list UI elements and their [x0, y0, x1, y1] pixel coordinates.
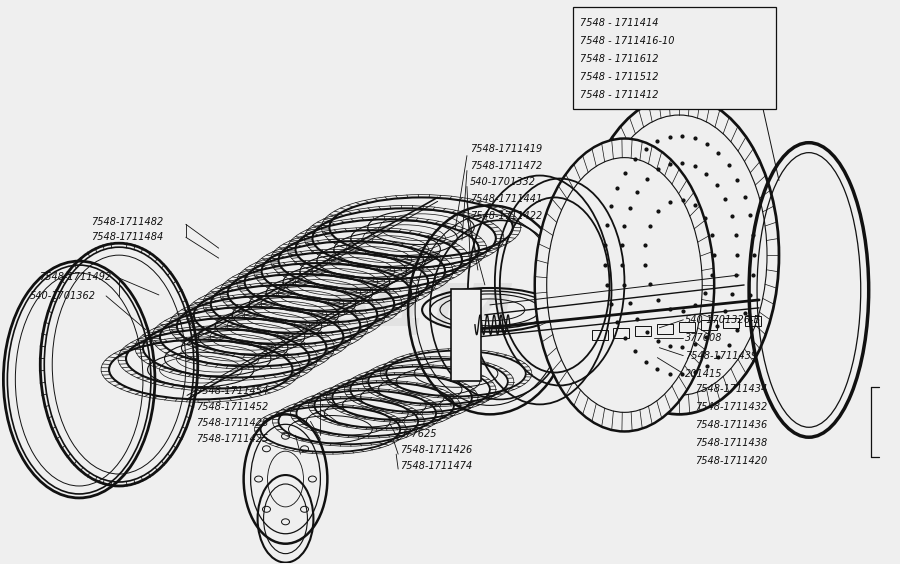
Text: 7548-1711454: 7548-1711454: [196, 386, 268, 396]
Text: 7548-1711422: 7548-1711422: [470, 212, 542, 221]
Text: 7548 - 1711412: 7548 - 1711412: [580, 90, 658, 100]
FancyBboxPatch shape: [572, 7, 776, 109]
Bar: [724, 318, 739, 328]
Bar: [614, 328, 629, 338]
Text: 7548-1711439: 7548-1711439: [685, 351, 758, 360]
Text: 7548-1711441: 7548-1711441: [470, 195, 542, 204]
Text: 540-1701332: 540-1701332: [470, 178, 536, 187]
Text: 7548 - 1711512: 7548 - 1711512: [580, 72, 658, 82]
Text: 7548-1711452: 7548-1711452: [196, 402, 268, 412]
Text: 7548-1711432: 7548-1711432: [695, 402, 768, 412]
Text: 7548-1711438: 7548-1711438: [695, 438, 768, 448]
Ellipse shape: [580, 96, 779, 415]
Text: 201415: 201415: [685, 368, 723, 378]
Text: 7548 - 1711416-10: 7548 - 1711416-10: [580, 36, 674, 46]
Text: 377625: 377625: [400, 429, 437, 439]
Text: 7548-1711425: 7548-1711425: [196, 434, 268, 444]
Text: 7548-1711482: 7548-1711482: [91, 217, 164, 227]
Ellipse shape: [535, 139, 715, 431]
Text: 7548-1711436: 7548-1711436: [695, 420, 768, 430]
Text: 377608: 377608: [685, 333, 723, 343]
Bar: [635, 326, 652, 336]
Bar: [591, 330, 608, 340]
Text: 7548 - 1711612: 7548 - 1711612: [580, 54, 658, 64]
Text: 7548-1711474: 7548-1711474: [400, 461, 472, 471]
Text: 7548-1711484: 7548-1711484: [91, 232, 164, 242]
Text: 540-1701326-Б: 540-1701326-Б: [685, 315, 761, 325]
Text: 7548-1711472: 7548-1711472: [470, 161, 542, 170]
Text: 540-1701362: 540-1701362: [30, 291, 95, 301]
Text: 7548-1711492: 7548-1711492: [40, 272, 112, 282]
Text: БЦТИ: БЦТИ: [327, 281, 514, 338]
Text: 7548 - 1711414: 7548 - 1711414: [580, 18, 658, 28]
FancyBboxPatch shape: [451, 289, 481, 381]
Text: 7548-1711419: 7548-1711419: [470, 144, 542, 153]
Text: 7548-1711426: 7548-1711426: [400, 445, 472, 455]
Bar: [745, 316, 761, 326]
Text: 7548-1711420: 7548-1711420: [695, 456, 768, 466]
Bar: [701, 320, 717, 330]
Text: 7548-1711434: 7548-1711434: [695, 385, 768, 394]
Bar: [680, 322, 695, 332]
Bar: [657, 324, 673, 334]
Text: 7548-1711428: 7548-1711428: [196, 418, 268, 428]
